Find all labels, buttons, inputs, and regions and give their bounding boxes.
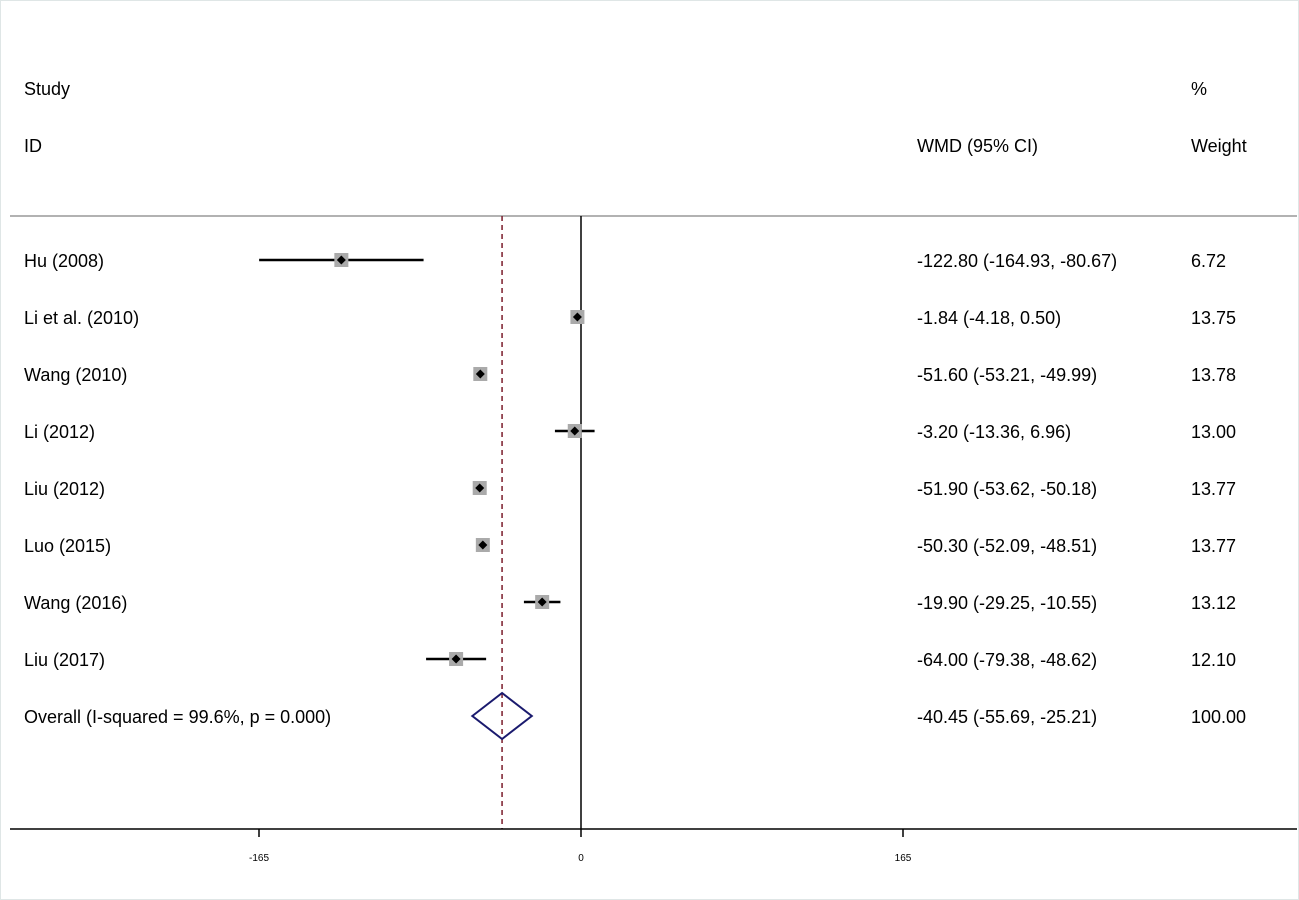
study-5-weight: 13.77: [1191, 536, 1236, 556]
study-rows: Hu (2008) -122.80 (-164.93, -80.67) 6.72 Li…: [24, 251, 1246, 741]
study-1-weight: 13.75: [1191, 308, 1236, 328]
study-3-estimate: -3.20 (-13.36, 6.96): [917, 422, 1071, 442]
overall-estimate: -40.45 (-55.69, -25.21): [917, 707, 1097, 727]
study-0-weight: 6.72: [1191, 251, 1226, 271]
header-study: Study: [24, 79, 70, 99]
study-4-estimate: -51.90 (-53.62, -50.18): [917, 479, 1097, 499]
study-3-weight: 13.00: [1191, 422, 1236, 442]
x-tick-label-0: -165: [249, 853, 269, 864]
study-1-point: [572, 312, 582, 322]
study-4-point: [475, 483, 485, 493]
study-7-point: [451, 654, 461, 664]
study-4-label: Liu (2012): [24, 479, 105, 499]
study-2-estimate: -51.60 (-53.21, -49.99): [917, 365, 1097, 385]
study-7-label: Liu (2017): [24, 650, 105, 670]
overall-label: Overall (I-squared = 99.6%, p = 0.000): [24, 707, 331, 727]
header-weight: Weight: [1191, 136, 1247, 156]
header-percent: %: [1191, 79, 1207, 99]
study-6-estimate: -19.90 (-29.25, -10.55): [917, 593, 1097, 613]
study-6-label: Wang (2016): [24, 593, 127, 613]
study-4-weight: 13.77: [1191, 479, 1236, 499]
study-7-weight: 12.10: [1191, 650, 1236, 670]
x-axis-ticks: -165 0 165: [249, 829, 912, 864]
study-6-weight: 13.12: [1191, 593, 1236, 613]
overall-diamond: [470, 691, 534, 741]
study-1-label: Li et al. (2010): [24, 308, 139, 328]
header-id: ID: [24, 136, 42, 156]
x-tick-label-1: 0: [578, 853, 584, 864]
study-5-label: Luo (2015): [24, 536, 111, 556]
x-tick-label-2: 165: [895, 853, 912, 864]
study-3-point: [570, 426, 580, 436]
study-6-point: [537, 597, 547, 607]
study-5-point: [478, 540, 488, 550]
study-3-label: Li (2012): [24, 422, 95, 442]
study-0-estimate: -122.80 (-164.93, -80.67): [917, 251, 1117, 271]
study-2-weight: 13.78: [1191, 365, 1236, 385]
study-0-point: [336, 255, 346, 265]
study-1-estimate: -1.84 (-4.18, 0.50): [917, 308, 1061, 328]
study-7-estimate: -64.00 (-79.38, -48.62): [917, 650, 1097, 670]
header-effect: WMD (95% CI): [917, 136, 1038, 156]
overall-weight: 100.00: [1191, 707, 1246, 727]
study-0-label: Hu (2008): [24, 251, 104, 271]
study-2-point: [475, 369, 485, 379]
study-5-estimate: -50.30 (-52.09, -48.51): [917, 536, 1097, 556]
study-2-label: Wang (2010): [24, 365, 127, 385]
